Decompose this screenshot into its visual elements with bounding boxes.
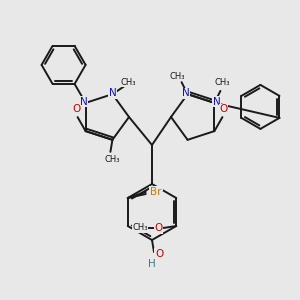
Text: CH₃: CH₃ bbox=[105, 155, 120, 164]
Text: Br: Br bbox=[151, 189, 163, 199]
Text: O: O bbox=[219, 104, 227, 114]
Text: N: N bbox=[212, 97, 220, 107]
Text: O: O bbox=[155, 249, 163, 259]
Text: H: H bbox=[148, 259, 156, 269]
Text: N: N bbox=[80, 97, 88, 107]
Text: CH₃: CH₃ bbox=[215, 78, 230, 87]
Text: O: O bbox=[154, 223, 162, 233]
Text: CH₃: CH₃ bbox=[170, 72, 185, 81]
Text: N: N bbox=[109, 88, 116, 98]
Text: N: N bbox=[182, 88, 190, 98]
Text: CH₃: CH₃ bbox=[121, 78, 136, 87]
Text: CH₃: CH₃ bbox=[133, 224, 148, 232]
Text: O: O bbox=[73, 104, 81, 114]
Text: Br: Br bbox=[150, 187, 161, 197]
